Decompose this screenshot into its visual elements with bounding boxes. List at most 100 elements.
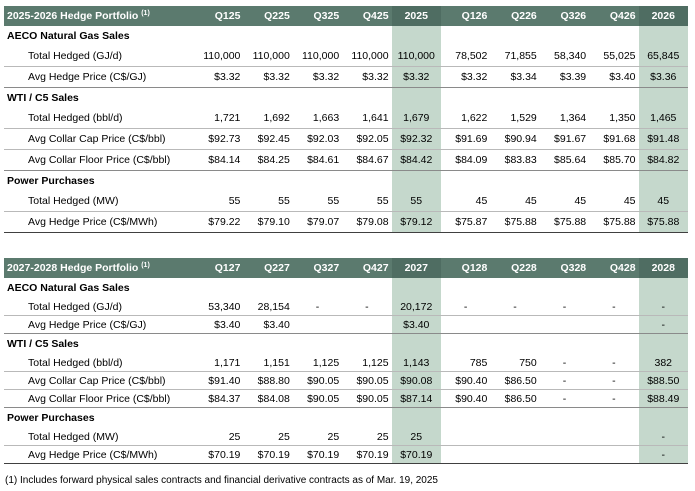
- table-cell: 25: [243, 428, 293, 446]
- table-cell: $3.40: [194, 315, 244, 334]
- table-cell: $70.19: [292, 445, 343, 464]
- row-label: Total Hedged (bbl/d): [4, 108, 195, 129]
- table-cell: 1,692: [243, 108, 293, 129]
- table-row: Total Hedged (bbl/d) 1,721 1,692 1,663 1,641…: [4, 108, 688, 129]
- table-cell: -: [638, 298, 688, 316]
- column-header: Q228: [490, 258, 540, 278]
- table-header-row: 2027-2028 Hedge Portfolio (1) Q127 Q227 Q32…: [4, 258, 688, 278]
- hedge-table-2027-2028: 2027-2028 Hedge Portfolio (1) Q127 Q227 Q32…: [4, 258, 688, 464]
- column-header: Q427: [342, 258, 392, 278]
- table-cell: [490, 315, 540, 334]
- table-cell: $90.40: [440, 371, 491, 390]
- table-cell: 25: [194, 428, 244, 446]
- footnote-marker: (1): [141, 262, 150, 269]
- table-cell: $91.67: [539, 128, 590, 150]
- table-cell: $84.61: [292, 149, 343, 171]
- table-cell: $84.25: [243, 149, 293, 171]
- table-cell: 45: [539, 191, 590, 212]
- table-row: Avg Collar Floor Price (C$/bbl) $84.14 $84…: [4, 149, 688, 171]
- table-cell: 28,154: [243, 298, 293, 316]
- table-cell: -: [440, 298, 491, 316]
- table-cell: 25: [391, 428, 441, 446]
- table-cell: [490, 428, 540, 446]
- column-header: Q226: [490, 6, 540, 26]
- table-cell: $3.40: [589, 66, 639, 88]
- table-row: Avg Hedge Price (C$/MWh) $79.22 $79.10 $79.…: [4, 211, 688, 233]
- table-cell: [539, 428, 590, 446]
- table-cell: -: [638, 315, 688, 334]
- row-label: Total Hedged (MW): [4, 428, 195, 446]
- table-cell: [440, 428, 491, 446]
- column-header: Q325: [292, 6, 343, 26]
- table-cell: $91.68: [589, 128, 639, 150]
- table-cell: 1,679: [391, 108, 441, 129]
- table-cell: $70.19: [342, 445, 392, 464]
- table-row: Avg Collar Floor Price (C$/bbl) $84.37 $84…: [4, 389, 688, 408]
- table-row: Total Hedged (GJ/d) 53,340 28,154- -20,172-…: [4, 298, 688, 316]
- table-cell: $84.67: [342, 149, 392, 171]
- table-cell: 1,350: [589, 108, 639, 129]
- table-cell: 45: [589, 191, 639, 212]
- table-cell: $85.70: [589, 149, 639, 171]
- table-row: Total Hedged (bbl/d) 1,171 1,151 1,125 1,125…: [4, 354, 688, 372]
- table-cell: $3.32: [292, 66, 343, 88]
- table-cell: $90.94: [490, 128, 540, 150]
- table-cell: $83.83: [490, 149, 540, 171]
- table-cell: -: [539, 354, 590, 372]
- column-header: Q426: [589, 6, 639, 26]
- table-cell: 1,364: [539, 108, 590, 129]
- table-cell: $92.03: [292, 128, 343, 150]
- table-cell: 55: [342, 191, 392, 212]
- table-cell: 55: [391, 191, 441, 212]
- row-label: Avg Hedge Price (C$/MWh): [4, 211, 195, 233]
- row-label: Total Hedged (bbl/d): [4, 354, 195, 372]
- table-cell: -: [589, 298, 639, 316]
- table-cell: [490, 445, 540, 464]
- table-cell: $90.05: [292, 371, 343, 390]
- table-cell: $79.22: [194, 211, 244, 233]
- table-cell: $79.10: [243, 211, 293, 233]
- table-cell: 1,529: [490, 108, 540, 129]
- table-cell: -: [589, 371, 639, 390]
- table-row: Avg Hedge Price (C$/GJ) $3.32 $3.32 $3.32 $3…: [4, 66, 688, 88]
- table-cell: $3.40: [243, 315, 293, 334]
- section-header-row: AECO Natural Gas Sales: [4, 26, 688, 46]
- section-header-row: AECO Natural Gas Sales: [4, 278, 688, 298]
- row-label: Avg Collar Floor Price (C$/bbl): [4, 389, 195, 408]
- table-cell: $92.05: [342, 128, 392, 150]
- table-cell: $75.87: [440, 211, 491, 233]
- table-cell: -: [589, 389, 639, 408]
- table-cell: [589, 428, 639, 446]
- table-cell: [589, 315, 639, 334]
- table-cell: [539, 445, 590, 464]
- table-cell: 25: [342, 428, 392, 446]
- table-cell: -: [589, 354, 639, 372]
- table-row: Total Hedged (GJ/d) 110,000 110,000 110,000…: [4, 46, 688, 67]
- table-cell: $88.80: [243, 371, 293, 390]
- column-header: 2025: [391, 6, 441, 26]
- table-cell: 110,000: [292, 46, 343, 67]
- table-cell: $3.32: [194, 66, 244, 88]
- table-cell: 1,143: [391, 354, 441, 372]
- row-label: Total Hedged (GJ/d): [4, 298, 195, 316]
- table-cell: [589, 445, 639, 464]
- section-title: WTI / C5 Sales: [7, 92, 79, 104]
- table-cell: $75.88: [490, 211, 540, 233]
- table-cell: -: [292, 298, 343, 316]
- table-cell: -: [490, 298, 540, 316]
- table-cell: 1,721: [194, 108, 244, 129]
- table-cell: 55,025: [589, 46, 639, 67]
- table-cell: 1,641: [342, 108, 392, 129]
- table-row: Avg Hedge Price (C$/GJ) $3.40 $3.40 $3.40-: [4, 315, 688, 334]
- table-cell: $87.14: [391, 389, 441, 408]
- table-cell: 71,855: [490, 46, 540, 67]
- table-cell: 1,151: [243, 354, 293, 372]
- table-cell: $3.39: [539, 66, 590, 88]
- table-cell: $92.73: [194, 128, 244, 150]
- table-cell: -: [539, 389, 590, 408]
- table-cell: -: [638, 445, 688, 464]
- table-cell: [440, 315, 491, 334]
- table-cell: 45: [638, 191, 688, 212]
- table-cell: $75.88: [589, 211, 639, 233]
- table-cell: $85.64: [539, 149, 590, 171]
